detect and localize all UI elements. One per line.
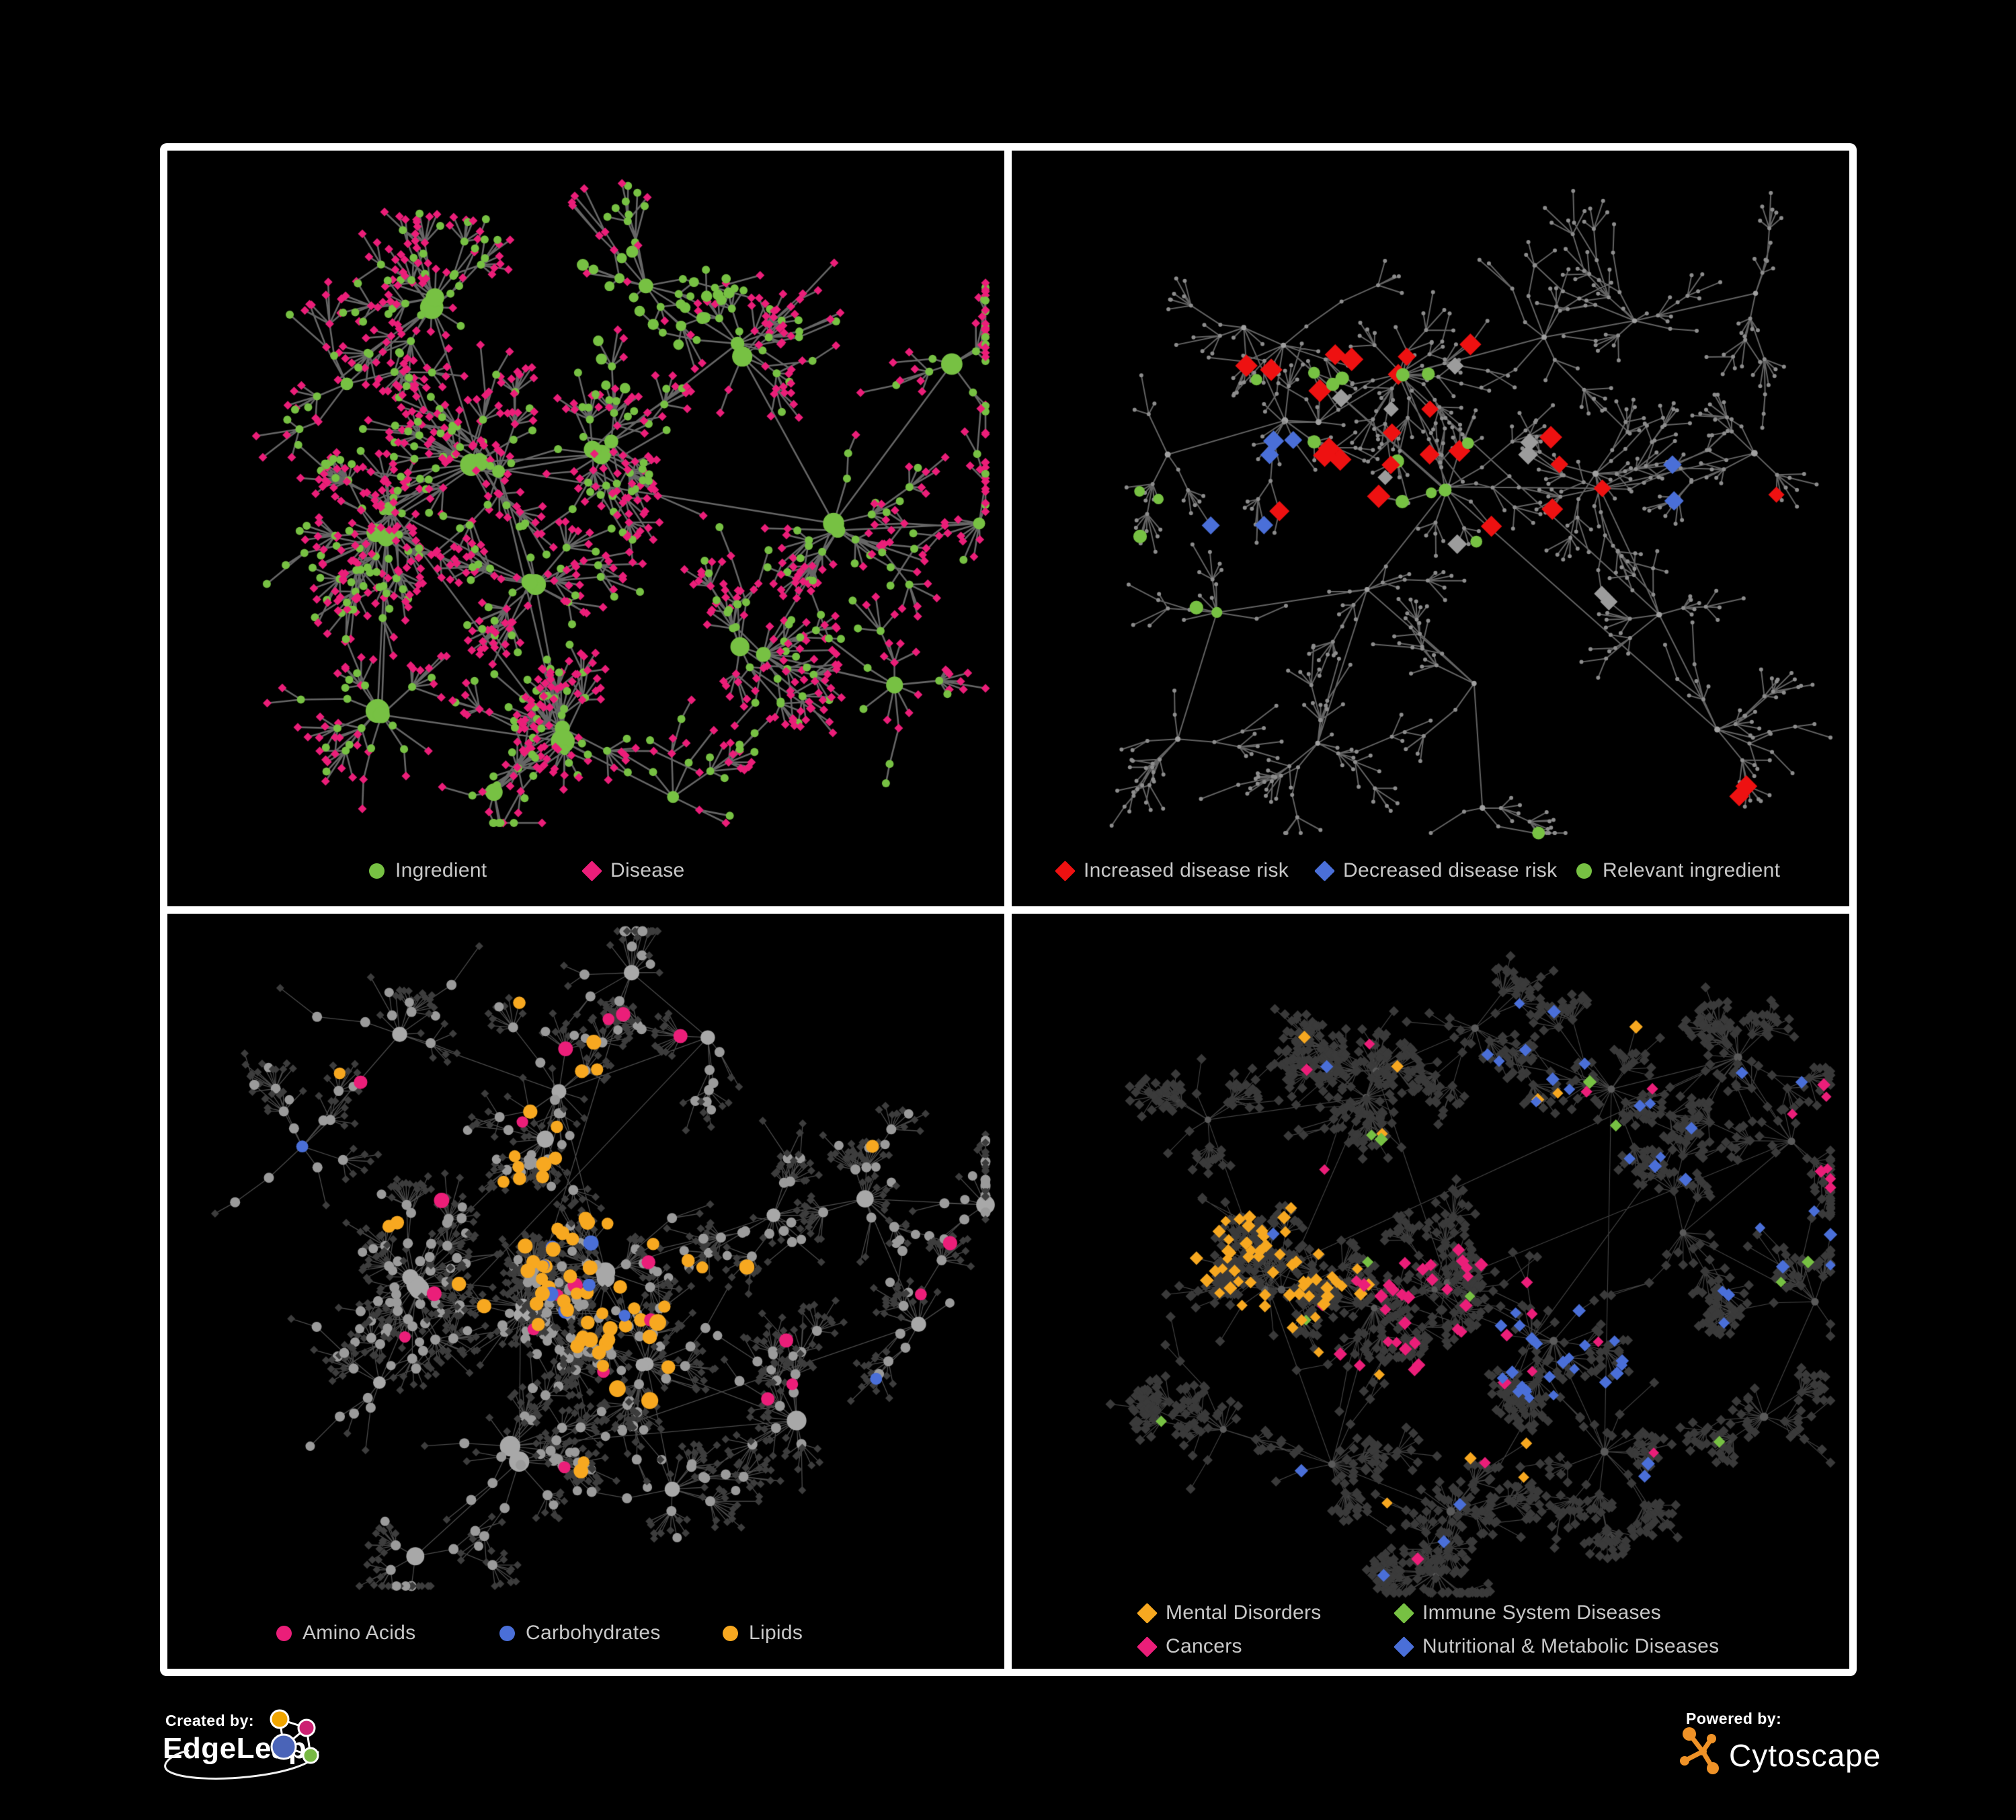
network-canvas-disease-classes [1012, 914, 1849, 1669]
increased-risk-diamond-icon [1055, 860, 1076, 881]
powered-by-label: Powered by: [1686, 1710, 1782, 1727]
legend-item-lipids: Lipids [723, 1622, 946, 1645]
legend-label: Carbohydrates [526, 1622, 661, 1644]
legend-label: Amino Acids [303, 1622, 416, 1644]
legend-item-increased-risk: Increased disease risk [1055, 859, 1317, 882]
legend-label: Increased disease risk [1084, 859, 1289, 881]
panel-ingredient-disease: Ingredient Disease [167, 151, 1004, 906]
legend-label: Decreased disease risk [1343, 859, 1558, 881]
amino-acids-circle-icon [276, 1625, 292, 1641]
legend-item-cancers: Cancers [1137, 1635, 1396, 1658]
legend-item-carbohydrates: Carbohydrates [499, 1622, 723, 1645]
cytoscape-brand-text: Cytoscape [1729, 1738, 1882, 1773]
carbohydrates-circle-icon [499, 1625, 515, 1641]
legend-label: Lipids [749, 1622, 803, 1644]
disease-diamond-icon [581, 860, 602, 881]
legend-ingredient-disease: Ingredient Disease [167, 859, 1004, 882]
legend-item-decreased-risk: Decreased disease risk [1314, 859, 1576, 882]
relevant-ingredient-circle-icon [1576, 863, 1592, 879]
nutritional-metabolic-diamond-icon [1394, 1636, 1414, 1657]
lipids-circle-icon [723, 1625, 738, 1641]
immune-diseases-diamond-icon [1394, 1602, 1414, 1624]
edgeleap-network-logo-icon [270, 1709, 319, 1764]
legend-item-disease: Disease [581, 859, 799, 882]
legend-label: Cancers [1166, 1635, 1242, 1657]
cytoscape-logo-icon [1680, 1727, 1719, 1774]
legend-item-ingredient: Ingredient [369, 859, 584, 882]
created-by-label: Created by: [165, 1712, 255, 1729]
legend-label: Disease [610, 859, 685, 881]
network-canvas-nutrient-classes [167, 914, 1004, 1669]
edgeleap-swoosh-icon [164, 1749, 319, 1780]
legend-item-nutritional-metabolic-diseases: Nutritional & Metabolic Diseases [1394, 1635, 1720, 1658]
legend-item-mental-disorders: Mental Disorders [1137, 1601, 1396, 1624]
decreased-risk-diamond-icon [1314, 860, 1335, 881]
legend-item-relevant-ingredient: Relevant ingredient [1576, 859, 1836, 882]
legend-nutrient-classes: Amino Acids Carbohydrates Lipids [167, 1622, 1004, 1645]
legend-label: Relevant ingredient [1603, 859, 1781, 881]
panel-disease-risk: Increased disease risk Decreased disease… [1012, 151, 1849, 906]
network-canvas-ingredient-disease [167, 151, 1004, 906]
mental-disorders-diamond-icon [1137, 1602, 1158, 1624]
cancers-diamond-icon [1137, 1636, 1158, 1657]
network-canvas-disease-risk [1012, 151, 1849, 906]
panel-disease-classes: Mental Disorders Immune System Diseases … [1012, 914, 1849, 1669]
legend-item-immune-system-diseases: Immune System Diseases [1394, 1601, 1719, 1624]
legend-label: Ingredient [395, 859, 487, 881]
panel-frame: Ingredient Disease Increased disease ris… [160, 143, 1857, 1676]
legend-label: Immune System Diseases [1422, 1601, 1662, 1624]
ingredient-circle-icon [369, 863, 385, 879]
panel-nutrient-classes: Amino Acids Carbohydrates Lipids [167, 914, 1004, 1669]
legend-label: Mental Disorders [1166, 1601, 1322, 1624]
legend-label: Nutritional & Metabolic Diseases [1422, 1635, 1720, 1657]
legend-item-amino-acids: Amino Acids [276, 1622, 499, 1645]
legend-disease-classes: Mental Disorders Immune System Diseases … [1012, 1601, 1719, 1658]
legend-disease-risk: Increased disease risk Decreased disease… [1012, 859, 1849, 882]
